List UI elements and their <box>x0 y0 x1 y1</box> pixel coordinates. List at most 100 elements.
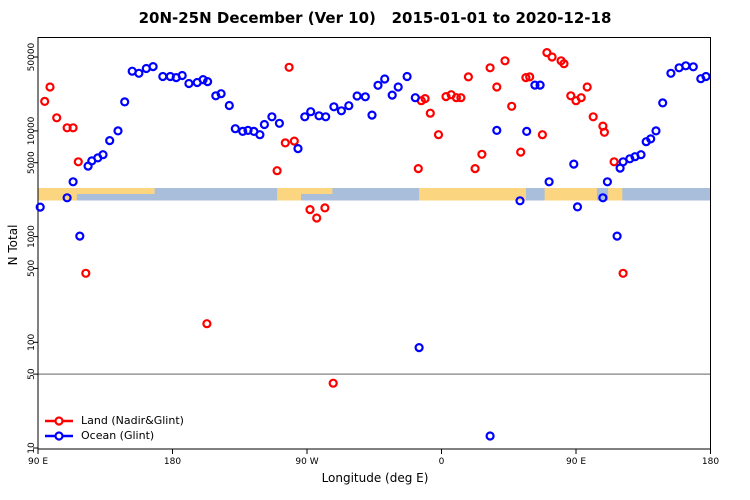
legend-item-land: Land (Nadir&Glint) <box>44 413 184 428</box>
land-point <box>456 93 466 103</box>
land-legend-symbol-icon <box>45 415 73 426</box>
map-strip-land-coast <box>301 188 333 194</box>
land-point <box>52 113 62 123</box>
ocean-point <box>535 80 545 90</box>
ocean-point <box>522 126 532 136</box>
map-strip-land <box>608 188 623 201</box>
ocean-point <box>612 231 622 241</box>
land-point <box>420 93 430 104</box>
ocean-point <box>544 177 554 187</box>
ocean-point <box>602 177 613 187</box>
land-point <box>542 47 552 58</box>
map-strip-land-coast <box>76 188 155 194</box>
ocean-point <box>98 150 108 160</box>
x-tick-label: 90 W <box>295 457 318 467</box>
ocean-legend-symbol-icon <box>45 430 73 441</box>
land-point <box>312 213 322 223</box>
ocean-point <box>651 126 661 136</box>
land-point <box>588 112 598 122</box>
ocean-point <box>414 343 424 353</box>
map-strip-land <box>38 188 77 201</box>
land-point <box>500 56 510 66</box>
ocean-point <box>224 100 234 111</box>
plot-frame <box>37 37 711 450</box>
x-tick-label: 90 E <box>28 457 48 467</box>
land-point <box>537 130 548 140</box>
ocean-point <box>158 71 168 82</box>
ocean-point <box>530 80 540 90</box>
ocean-point <box>113 126 123 136</box>
ocean-point <box>360 92 370 102</box>
land-point <box>413 164 423 174</box>
chart-title: 20N-25N December (Ver 10) 2015-01-01 to … <box>138 9 612 27</box>
land-point <box>68 123 78 133</box>
legend: Land (Nadir&Glint) Ocean (Glint) <box>44 413 184 443</box>
y-tick-label: 50000 <box>27 42 37 71</box>
land-point <box>618 268 628 278</box>
land-point <box>73 157 83 167</box>
land-point <box>272 166 282 176</box>
land-point <box>81 268 91 278</box>
ocean-point <box>688 62 698 72</box>
y-tick-label: 10 <box>27 442 37 454</box>
ocean-point <box>373 80 383 90</box>
y-tick-label: 50 <box>27 368 37 380</box>
land-point <box>470 164 480 174</box>
y-tick-label: 10000 <box>27 116 37 145</box>
land-point <box>521 72 531 83</box>
land-point <box>609 157 619 167</box>
ocean-point <box>120 97 130 107</box>
ocean-point <box>572 202 583 212</box>
x-axis-label: Longitude (deg E) <box>321 471 429 485</box>
land-point <box>433 130 444 140</box>
x-tick-label: 0 <box>439 457 445 467</box>
ocean-point <box>367 110 377 120</box>
legend-item-ocean: Ocean (Glint) <box>44 428 184 443</box>
y-tick-label: 5000 <box>27 151 37 174</box>
ocean-point <box>300 112 310 122</box>
ocean-point <box>352 91 362 101</box>
ocean-point <box>259 119 269 130</box>
ocean-point <box>68 177 78 187</box>
land-point <box>305 205 315 215</box>
ocean-point <box>515 196 525 206</box>
legend-label-land: Land (Nadir&Glint) <box>81 414 184 427</box>
ocean-point <box>198 74 208 85</box>
y-tick-label: 500 <box>27 260 37 277</box>
ocean-point <box>35 202 45 212</box>
land-point <box>40 96 50 107</box>
ocean-point <box>267 112 277 122</box>
map-strip-land <box>544 188 597 201</box>
ocean-point <box>380 74 390 84</box>
y-axis-label: N Total <box>6 224 20 266</box>
ocean-point <box>321 112 331 122</box>
land-point <box>492 82 502 92</box>
ocean-point <box>387 90 397 100</box>
land-point <box>289 136 299 146</box>
land-point <box>425 108 435 118</box>
land-point <box>280 138 290 148</box>
land-point <box>599 127 610 137</box>
ocean-point <box>569 159 579 169</box>
x-tick-label: 90 E <box>566 457 586 467</box>
ocean-point <box>393 82 403 92</box>
land-point <box>320 203 330 213</box>
map-strip-ocean <box>38 188 711 201</box>
land-point <box>451 93 461 103</box>
x-tick-label: 180 <box>164 457 181 467</box>
ocean-point <box>255 130 265 140</box>
ocean-point <box>148 61 158 72</box>
y-tick-label: 100 <box>27 333 37 350</box>
ocean-point <box>344 101 354 111</box>
land-point <box>582 82 592 92</box>
ocean-point <box>184 78 194 89</box>
ocean-point <box>274 118 284 128</box>
ocean-point <box>336 106 346 116</box>
land-point <box>328 378 338 388</box>
ocean-point <box>62 193 72 203</box>
ocean-point <box>216 89 226 99</box>
land-point <box>45 82 55 92</box>
ocean-point <box>402 71 412 82</box>
